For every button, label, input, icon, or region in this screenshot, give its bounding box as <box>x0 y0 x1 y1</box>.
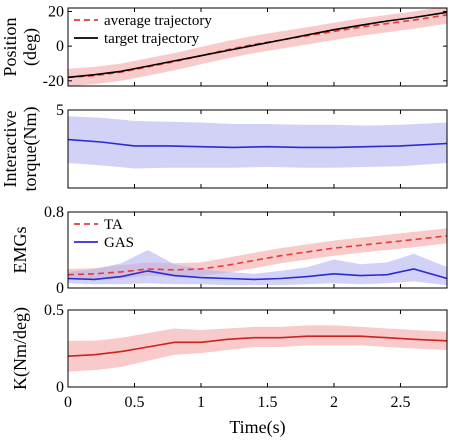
y-tick-label: 0.8 <box>44 204 64 221</box>
y-axis-label: K(Nm/deg) <box>10 307 31 390</box>
y-tick-label: 20 <box>48 3 64 20</box>
y-axis-label: EMGs <box>10 226 30 273</box>
y-tick-label: 5 <box>56 102 64 119</box>
series-line-0 <box>68 138 447 149</box>
confidence-band-0 <box>68 325 447 372</box>
series-line-ta <box>68 235 447 276</box>
x-tick-label: 1 <box>197 394 205 411</box>
plot-area <box>68 325 447 372</box>
y-axis-label: Position <box>0 17 20 76</box>
panel-4: 0 0.5 1 1.5 2 2.5 0 0.5 K(Nm/deg) Time(s) <box>10 302 448 438</box>
axes-box <box>67 109 448 189</box>
y-tick-label: 0 <box>56 38 64 55</box>
x-tick-label: 0.5 <box>124 394 144 411</box>
y-tick-label: -20 <box>43 73 64 90</box>
plot-area <box>68 8 447 86</box>
x-tick-label: 1.5 <box>257 394 277 411</box>
y-axis-label: Interactive <box>0 111 20 188</box>
plot-area <box>68 228 447 286</box>
legend-label: TA <box>104 217 123 233</box>
axes-box <box>67 309 448 388</box>
legend-label: GAS <box>104 235 134 251</box>
confidence-band-gas <box>68 250 447 286</box>
panel-1: -20 0 20 Position (deg) average trajectory tar… <box>0 3 448 90</box>
series-line-gas <box>68 268 447 281</box>
x-tick-label: 0 <box>64 394 72 411</box>
y-axis-label: (deg) <box>20 28 41 66</box>
panel-2: 5 Interactive torque(Nm) <box>0 102 448 192</box>
y-tick-label: 0.5 <box>44 302 64 319</box>
y-tick-label: 0 <box>56 280 64 297</box>
x-tick-label: 2 <box>330 394 338 411</box>
confidence-band-0 <box>68 116 447 169</box>
x-tick-label: 2.5 <box>390 394 410 411</box>
confidence-band-average-trajectory <box>68 8 447 86</box>
series-line-0 <box>68 335 447 357</box>
legend-label: average trajectory <box>104 13 212 29</box>
axes-box <box>67 211 448 289</box>
plot-area <box>68 116 447 169</box>
x-axis-label: Time(s) <box>229 417 285 438</box>
legend-label: target trajectory <box>104 31 200 47</box>
axes-box <box>67 7 448 87</box>
series-line-target-trajectory <box>68 11 447 79</box>
y-tick-label: 0 <box>56 379 64 396</box>
y-axis-label: torque(Nm) <box>20 107 41 192</box>
panel-3: 0 0.8 EMGs TA GAS <box>10 204 448 297</box>
